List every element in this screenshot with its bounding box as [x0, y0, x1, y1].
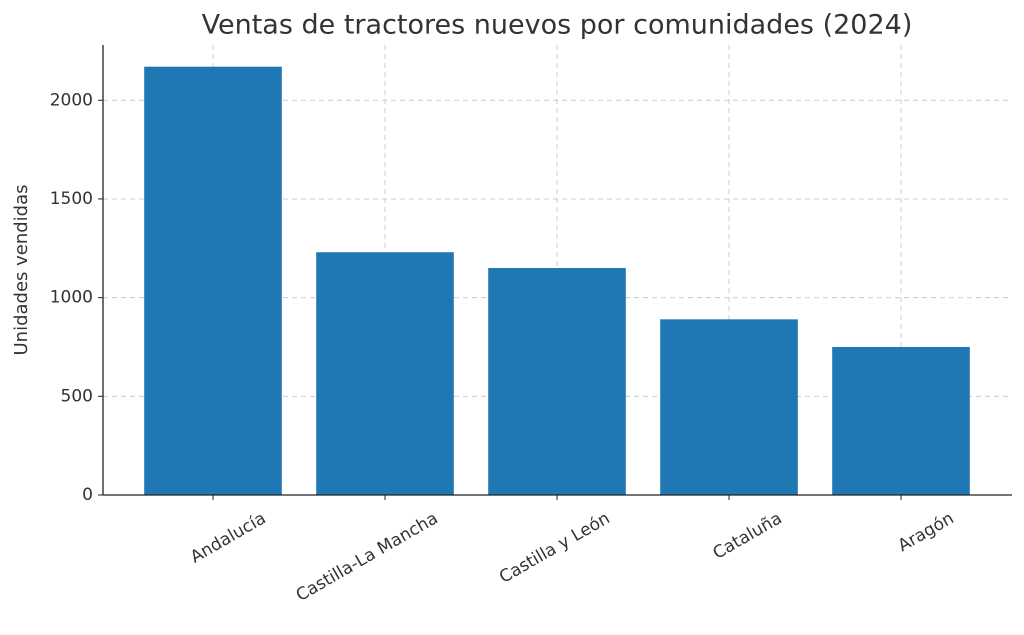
y-tick-label: 2000 [50, 90, 93, 110]
x-tick-label: Castilla y León [496, 508, 613, 587]
x-tick-label: Cataluña [710, 508, 786, 563]
bar [832, 346, 970, 495]
x-tick-label: Aragón [895, 508, 958, 556]
chart-title: Ventas de tractores nuevos por comunidad… [202, 10, 913, 41]
y-axis-label: Unidades vendidas [11, 184, 32, 355]
y-tick-label: 500 [61, 386, 93, 406]
y-tick-label: 0 [82, 485, 93, 505]
x-tick-label: Castilla-La Mancha [293, 508, 442, 605]
bar [488, 268, 626, 495]
marks [144, 66, 970, 496]
x-tick-label: Andalucía [187, 508, 269, 567]
y-tick-label: 1500 [50, 189, 93, 209]
bar [316, 252, 454, 495]
bar [660, 319, 798, 495]
bar [144, 66, 282, 496]
y-tick-label: 1000 [50, 288, 93, 308]
